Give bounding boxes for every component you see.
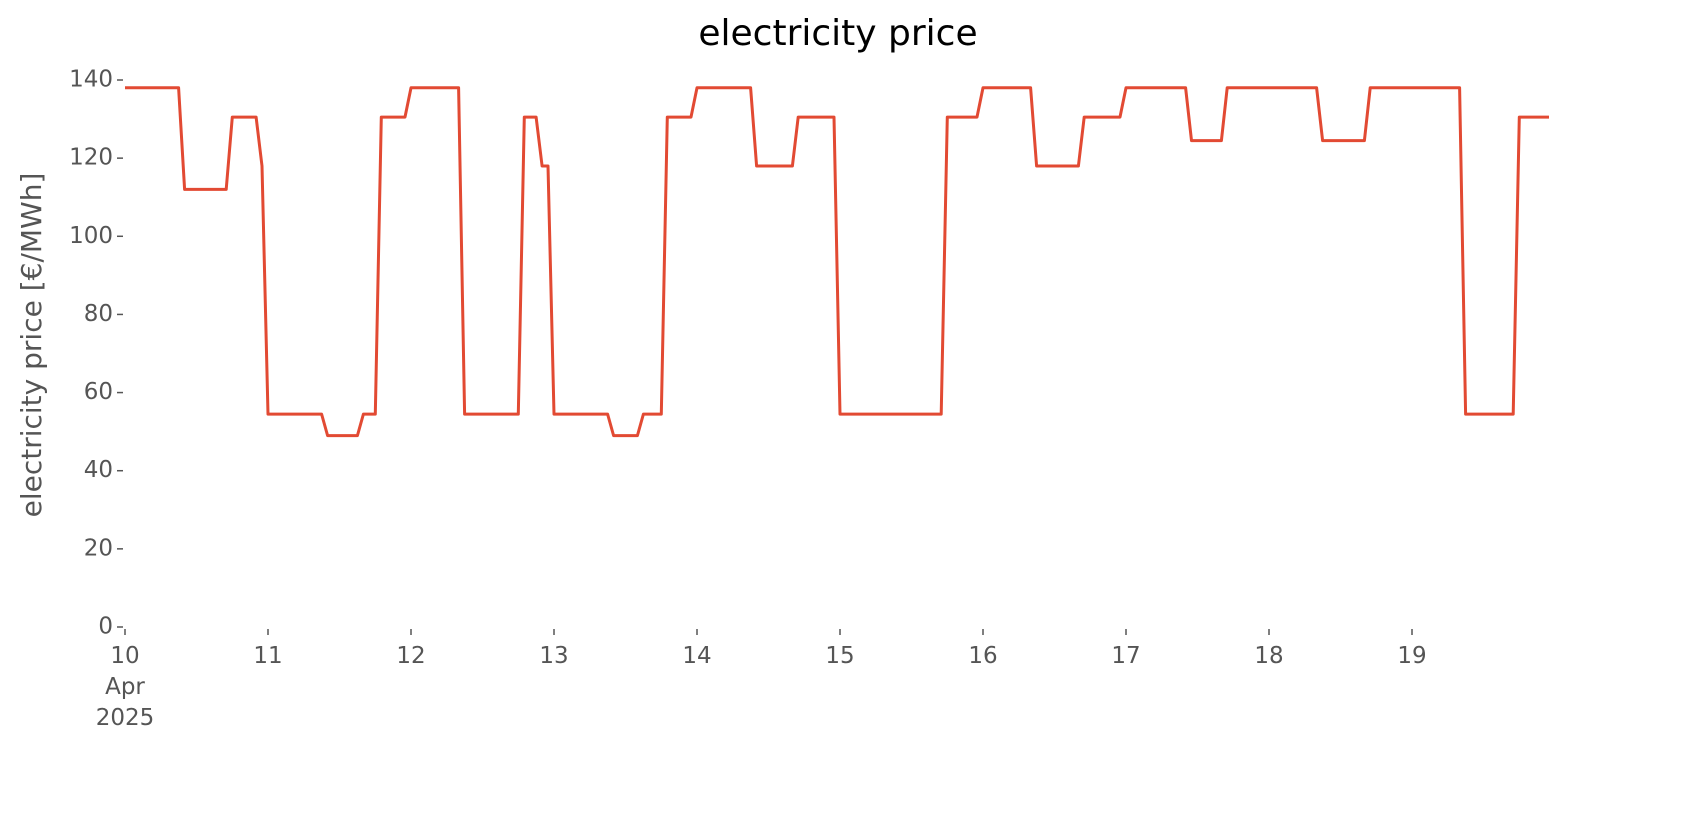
price-line <box>125 86 1549 438</box>
y-tick-label: 20 <box>84 535 113 561</box>
y-tick-label: 140 <box>69 67 113 93</box>
y-tick-label: 60 <box>84 379 113 405</box>
x-tick-label: 14 <box>682 643 712 669</box>
y-tick-label: 40 <box>84 457 113 483</box>
x-tick-label: 18 <box>1254 643 1284 669</box>
chart-title: electricity price <box>698 13 977 54</box>
y-tick-label: 100 <box>69 223 113 249</box>
x-tick-label: 10 Apr 2025 <box>95 643 155 731</box>
y-axis-label: electricity price [€/MWh] <box>15 173 48 518</box>
y-tick-label: 80 <box>84 301 113 327</box>
x-tick-label: 12 <box>396 643 426 669</box>
x-tick-label: 17 <box>1111 643 1141 669</box>
x-tick-label: 19 <box>1397 643 1427 669</box>
x-tick-label: 15 <box>825 643 855 669</box>
y-tick-label: 0 <box>98 614 113 640</box>
x-tick-label: 13 <box>539 643 569 669</box>
y-tick-label: 120 <box>69 145 113 171</box>
x-tick-label: 11 <box>253 643 283 669</box>
x-tick-label: 16 <box>968 643 998 669</box>
